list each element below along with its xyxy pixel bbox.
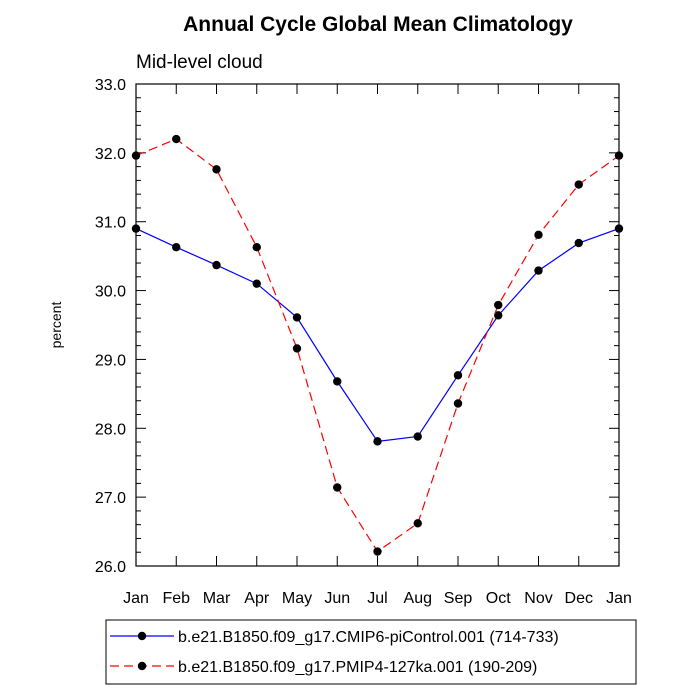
data-point: [574, 180, 583, 189]
x-tick-label: Nov: [524, 590, 552, 607]
x-tick-label: Oct: [486, 590, 511, 607]
y-tick-label: 32.0: [95, 146, 126, 163]
x-tick-label: Mar: [203, 590, 231, 607]
y-tick-label: 26.0: [95, 559, 126, 576]
x-tick-label: Apr: [244, 590, 270, 607]
series-1: [131, 224, 624, 446]
axis-ticks: [135, 83, 620, 567]
data-point: [252, 242, 261, 252]
y-tick-label: 30.0: [95, 284, 126, 301]
data-point: [333, 377, 342, 386]
plot-frame: [135, 83, 620, 567]
x-tick-label: Jun: [324, 590, 350, 607]
data-point: [373, 547, 382, 556]
data-point: [534, 266, 543, 275]
chart-title: Annual Cycle Global Mean Climatology: [183, 13, 573, 36]
x-tick-label: Aug: [404, 590, 432, 607]
data-point: [212, 165, 221, 174]
data-point: [574, 238, 583, 248]
legend-entry-1: b.e21.B1850.f09_g17.CMIP6-piControl.001 …: [110, 629, 559, 646]
legend-marker-1: [137, 631, 147, 641]
data-point: [494, 311, 503, 320]
y-tick-label: 28.0: [95, 421, 126, 438]
data-point: [212, 260, 221, 270]
data-point: [172, 242, 181, 252]
data-point: [413, 519, 422, 528]
x-tick-label: Sep: [444, 590, 473, 607]
legend-box: [105, 619, 637, 685]
legend: b.e21.B1850.f09_g17.CMIP6-piControl.001 …: [105, 619, 637, 685]
x-tick-label: Jul: [367, 590, 387, 607]
data-point: [252, 279, 261, 288]
legend-label-2: b.e21.B1850.f09_g17.PMIP4-127ka.001 (190…: [178, 659, 537, 676]
data-point: [453, 399, 463, 408]
data-point: [172, 134, 181, 144]
series-2: [131, 134, 624, 556]
series-line-2: [135, 138, 620, 553]
x-tick-labels: Jan Feb Mar Apr May Jun Jul Aug Sep Oct Nov Dec Jan: [123, 590, 632, 607]
data-point: [534, 230, 543, 239]
y-tick-label: 29.0: [95, 352, 126, 369]
data-series: [131, 134, 624, 556]
y-tick-label: 33.0: [95, 77, 126, 94]
data-point: [333, 483, 342, 492]
x-tick-label: Jan: [606, 590, 632, 607]
data-point: [292, 313, 302, 322]
data-point: [413, 432, 422, 441]
data-point: [453, 371, 463, 380]
legend-marker-2: [137, 661, 147, 671]
legend-entry-2: b.e21.B1850.f09_g17.PMIP4-127ka.001 (190…: [110, 659, 537, 676]
x-tick-label: Feb: [162, 590, 190, 607]
data-point: [373, 437, 382, 446]
data-point: [494, 300, 503, 310]
x-tick-label: Jan: [123, 590, 149, 607]
y-tick-labels: 26.0 27.0 28.0 29.0 30.0 31.0 32.0 33.0: [95, 77, 126, 576]
chart-subtitle: Mid-level cloud: [136, 52, 263, 73]
x-tick-label: May: [282, 590, 312, 607]
data-point: [292, 344, 302, 353]
series-line-1: [135, 228, 620, 443]
x-tick-label: Dec: [565, 590, 593, 607]
y-axis-label: percent: [48, 302, 64, 349]
y-tick-label: 31.0: [95, 215, 126, 232]
y-tick-label: 27.0: [95, 490, 126, 507]
legend-label-1: b.e21.B1850.f09_g17.CMIP6-piControl.001 …: [178, 629, 559, 646]
